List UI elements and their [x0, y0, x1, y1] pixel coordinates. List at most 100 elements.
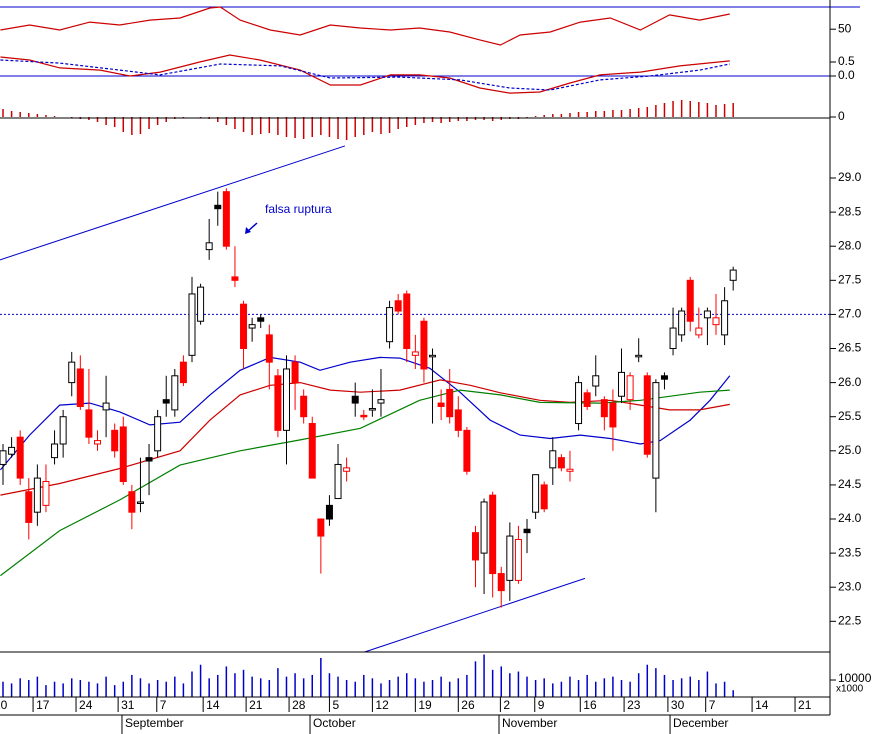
x-tick-label: 21 [249, 698, 263, 712]
candle-body [618, 371, 626, 397]
y-tick-label: 26.0 [838, 375, 862, 389]
indicator-line [0, 6, 730, 46]
indicator-line [0, 389, 730, 577]
month-label: December [673, 716, 728, 730]
candle-body [643, 375, 651, 455]
candle-body [59, 416, 67, 445]
candle-body [695, 327, 703, 336]
y-tick-label: 0 [838, 109, 845, 123]
candle-body [480, 501, 488, 554]
x-tick-label: 30 [671, 698, 685, 712]
candle-body [171, 375, 179, 411]
candle-body [635, 354, 643, 358]
month-label: October [313, 716, 356, 730]
candle-body [317, 518, 325, 537]
candle-body [386, 307, 394, 343]
candle-body [377, 399, 385, 404]
candle-body [119, 426, 127, 483]
indicator-line [0, 356, 731, 471]
x-tick-label: 9 [538, 698, 545, 712]
candle-body [678, 310, 686, 336]
candle-body [592, 375, 600, 387]
y-tick-label: 25.5 [838, 409, 862, 423]
candle-body [403, 293, 411, 350]
candle-body [446, 388, 454, 418]
annotation-arrowhead [245, 227, 251, 234]
candle-body [454, 409, 462, 431]
trendline [0, 145, 346, 261]
x-tick-label: 7 [709, 698, 716, 712]
trendline [364, 577, 586, 653]
candle-body [660, 375, 668, 380]
candle-body [721, 300, 729, 336]
volume-unit: x1000 [836, 684, 864, 695]
candle-body [540, 484, 548, 510]
y-tick-label: 27.0 [838, 307, 862, 321]
x-tick-label: 31 [121, 698, 135, 712]
candle-body [8, 446, 16, 455]
indicator-line [0, 59, 730, 91]
candle-body [42, 481, 50, 506]
month-label: November [502, 716, 557, 730]
month-label: September [125, 716, 184, 730]
y-tick-label: 24.5 [838, 477, 862, 491]
candle-body [136, 501, 144, 504]
candle-body [222, 191, 230, 247]
candle-body [669, 327, 677, 350]
x-tick-label: 28 [292, 698, 306, 712]
y-tick-label: 22.5 [838, 613, 862, 627]
candle-body [437, 402, 445, 407]
y-tick-label: 28.5 [838, 204, 862, 218]
candle-body [128, 491, 136, 513]
x-tick-label: 19 [418, 698, 432, 712]
candle-body [85, 409, 93, 438]
candle-body [712, 317, 720, 326]
candle-body [111, 429, 119, 452]
candle-body [248, 324, 256, 329]
candle-body [626, 375, 634, 401]
candle-body [360, 414, 368, 418]
candle-body [652, 382, 660, 479]
y-tick-label: 0.5 [838, 54, 855, 68]
candle-body [471, 532, 479, 561]
candle-body [257, 317, 265, 322]
candle-body [94, 440, 102, 445]
candle-body [265, 334, 273, 363]
candle-body [274, 375, 282, 431]
candle-body [686, 279, 694, 322]
y-tick-label: 25.0 [838, 443, 862, 457]
x-tick-label: 2 [503, 698, 510, 712]
y-tick-label: 23.0 [838, 579, 862, 593]
candle-body [102, 402, 110, 411]
candle-body [523, 528, 531, 534]
candle-body [343, 467, 351, 472]
candle-body [489, 494, 497, 575]
y-tick-label: 27.5 [838, 272, 862, 286]
candle-body [549, 450, 557, 469]
candle-body [282, 368, 290, 431]
candle-body [291, 361, 299, 384]
indicator-line [0, 54, 730, 94]
candle-body [506, 535, 514, 581]
candle-body [300, 395, 308, 418]
candle-body [197, 286, 205, 322]
candle-body [25, 491, 33, 523]
candle-body [188, 293, 196, 356]
candle-body [583, 392, 591, 407]
x-tick-label: 23 [627, 698, 641, 712]
candle-body [205, 242, 213, 251]
candle-body [703, 310, 711, 319]
y-tick-label: 28.0 [838, 238, 862, 252]
candle-body [463, 429, 471, 472]
candle-body [76, 368, 84, 407]
candle-body [514, 538, 522, 581]
candle-body [729, 269, 737, 281]
candle-body [145, 457, 153, 462]
y-tick-label: 24.0 [838, 511, 862, 525]
candle-body [411, 351, 419, 356]
candle-body [162, 399, 170, 404]
x-tick-label: 5 [332, 698, 339, 712]
candle-body [325, 504, 333, 520]
